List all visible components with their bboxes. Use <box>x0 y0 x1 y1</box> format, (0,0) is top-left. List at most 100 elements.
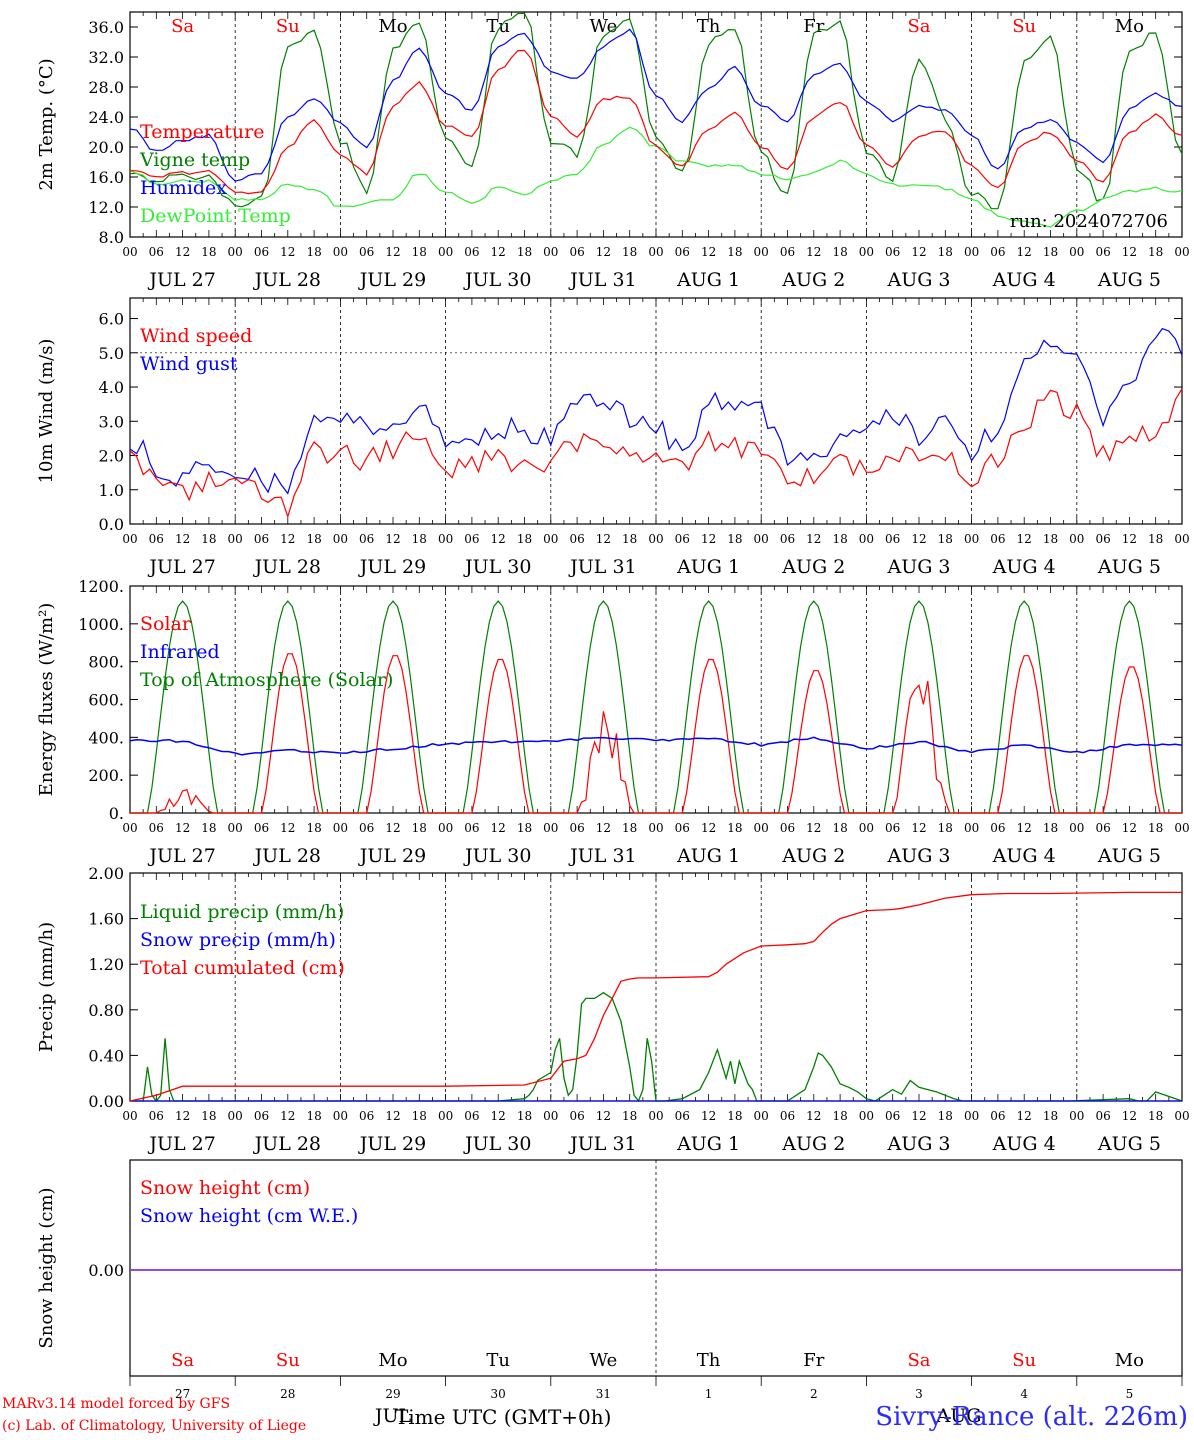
hour-tick-label: 18 <box>517 245 532 259</box>
hour-tick-label: 06 <box>990 245 1005 259</box>
hour-tick-label: 00 <box>438 532 453 546</box>
hour-tick-label: 00 <box>964 532 979 546</box>
day-number-label: 1 <box>705 1387 713 1401</box>
date-label: JUL 28 <box>253 269 321 291</box>
hour-tick-label: 06 <box>885 245 900 259</box>
hour-tick-label: 18 <box>1148 821 1163 835</box>
hour-tick-label: 06 <box>149 532 164 546</box>
y-tick-label: 800. <box>88 653 124 672</box>
legend-entry: Infrared <box>140 641 220 663</box>
hour-tick-label: 12 <box>1122 821 1137 835</box>
hour-tick-label: 00 <box>122 245 137 259</box>
series-solar <box>130 653 1182 814</box>
hour-tick-label: 18 <box>1043 821 1058 835</box>
hour-tick-label: 18 <box>306 245 321 259</box>
hour-tick-label: 18 <box>832 821 847 835</box>
hour-tick-label: 12 <box>280 532 295 546</box>
month-label: JUL <box>373 1405 412 1427</box>
legend-entry: Snow height (cm W.E.) <box>140 1205 358 1227</box>
hour-tick-label: 18 <box>727 532 742 546</box>
series-infrared <box>129 736 1183 756</box>
hour-tick-label: 12 <box>385 1109 400 1123</box>
day-number-label: 2 <box>810 1387 818 1401</box>
hour-tick-label: 06 <box>1095 245 1110 259</box>
hour-tick-label: 00 <box>1174 532 1189 546</box>
hour-tick-label: 06 <box>254 245 269 259</box>
hour-tick-label: 06 <box>464 1109 479 1123</box>
hour-tick-label: 06 <box>359 1109 374 1123</box>
weekday-label: Su <box>276 1350 300 1371</box>
hour-tick-label: 18 <box>201 1109 216 1123</box>
y-axis-label: Precip (mm/h) <box>36 922 57 1052</box>
hour-tick-label: 06 <box>675 245 690 259</box>
hour-tick-label: 06 <box>464 245 479 259</box>
hour-tick-label: 00 <box>543 821 558 835</box>
y-tick-label: 2.00 <box>88 864 124 883</box>
hour-tick-label: 12 <box>806 245 821 259</box>
date-label: AUG 5 <box>1097 845 1161 867</box>
hour-tick-label: 18 <box>938 1109 953 1123</box>
hour-tick-label: 00 <box>543 532 558 546</box>
y-tick-label: 0. <box>109 804 124 823</box>
date-label: JUL 27 <box>147 845 215 867</box>
y-axis-label: 2m Temp. (°C) <box>36 58 57 190</box>
hour-tick-label: 12 <box>491 245 506 259</box>
weekday-label: Sa <box>171 16 194 37</box>
weekday-label: Mo <box>1115 16 1144 37</box>
weekday-label: Mo <box>1115 1350 1144 1371</box>
hour-tick-label: 00 <box>122 532 137 546</box>
hour-tick-label: 00 <box>754 821 769 835</box>
hour-tick-label: 06 <box>990 1109 1005 1123</box>
hour-tick-label: 06 <box>569 1109 584 1123</box>
hour-tick-label: 12 <box>1017 1109 1032 1123</box>
hour-tick-label: 18 <box>832 1109 847 1123</box>
day-number-label: 3 <box>915 1387 923 1401</box>
legend-entry: DewPoint Temp <box>140 205 291 227</box>
y-tick-label: 6.0 <box>99 310 124 329</box>
hour-tick-label: 06 <box>569 821 584 835</box>
hour-tick-label: 00 <box>1069 1109 1084 1123</box>
hour-tick-label: 06 <box>359 821 374 835</box>
date-label: JUL 29 <box>358 269 426 291</box>
y-tick-label: 32.0 <box>88 48 124 67</box>
weekday-label: Sa <box>907 16 930 37</box>
y-tick-label: 0.80 <box>88 1001 124 1020</box>
hour-tick-label: 00 <box>228 1109 243 1123</box>
hour-tick-label: 12 <box>911 532 926 546</box>
legend-entry: Vigne temp <box>139 149 250 171</box>
date-label: AUG 3 <box>886 556 950 578</box>
series-vigne-temp <box>129 12 1183 210</box>
hour-tick-label: 18 <box>201 245 216 259</box>
hour-tick-label: 06 <box>780 532 795 546</box>
hour-tick-label: 12 <box>596 245 611 259</box>
hour-tick-label: 00 <box>754 245 769 259</box>
hour-tick-label: 06 <box>254 532 269 546</box>
hour-tick-label: 00 <box>333 1109 348 1123</box>
weekday-label: Th <box>697 16 721 37</box>
y-tick-label: 1200. <box>78 577 124 596</box>
hour-tick-label: 06 <box>885 1109 900 1123</box>
legend-entry: Top of Atmosphere (Solar) <box>140 669 393 691</box>
hour-tick-label: 12 <box>175 1109 190 1123</box>
hour-tick-label: 00 <box>228 532 243 546</box>
hour-tick-label: 00 <box>648 821 663 835</box>
hour-tick-label: 12 <box>701 532 716 546</box>
weekday-label: Su <box>276 16 300 37</box>
hour-tick-label: 06 <box>885 821 900 835</box>
y-tick-label: 2.0 <box>99 447 124 466</box>
hour-tick-label: 12 <box>596 532 611 546</box>
date-label: AUG 1 <box>676 269 740 291</box>
weekday-label: Th <box>697 1350 721 1371</box>
hour-tick-label: 00 <box>543 1109 558 1123</box>
date-label: AUG 5 <box>1097 556 1161 578</box>
hour-tick-label: 06 <box>569 245 584 259</box>
hour-tick-label: 06 <box>990 532 1005 546</box>
legend-entry: Temperature <box>140 121 264 143</box>
hour-tick-label: 00 <box>228 821 243 835</box>
y-tick-label: 3.0 <box>99 412 124 431</box>
day-number-label: 31 <box>596 1387 611 1401</box>
hour-tick-label: 18 <box>727 1109 742 1123</box>
hour-tick-label: 00 <box>122 821 137 835</box>
hour-tick-label: 06 <box>149 1109 164 1123</box>
